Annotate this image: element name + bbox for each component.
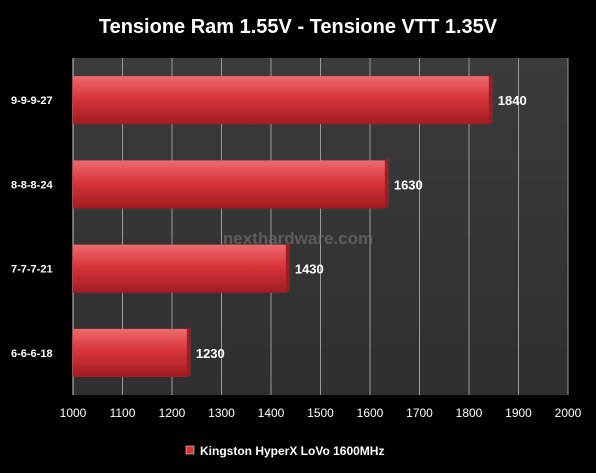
watermark: nexthardware.com [223, 229, 373, 248]
category-labels: 9-9-9-27 8-8-8-24 7-7-7-21 6-6-6-18 [11, 95, 53, 360]
category-label: 7-7-7-21 [11, 264, 53, 276]
x-tick-label: 1400 [258, 406, 285, 420]
x-tick-label: 1600 [357, 406, 384, 420]
x-tick-label: 1500 [307, 406, 334, 420]
bars [73, 74, 493, 377]
legend-label: Kingston HyperX LoVo 1600MHz [200, 444, 384, 458]
x-tick-label: 1300 [208, 406, 235, 420]
x-tick-label: 1700 [406, 406, 433, 420]
legend-swatch [185, 445, 195, 455]
x-tick-label: 1900 [505, 406, 532, 420]
x-tick-labels: 1000 1100 1200 1300 1400 1500 1600 1700 1800 1900… [60, 406, 582, 420]
data-labels: 1840 1630 1430 1230 [196, 93, 527, 361]
x-tick-label: 1100 [110, 406, 136, 420]
category-label: 6-6-6-18 [11, 348, 53, 360]
x-tick-label: 2000 [555, 406, 582, 420]
legend: Kingston HyperX LoVo 1600MHz [185, 444, 384, 458]
chart-title: Tensione Ram 1.55V - Tensione VTT 1.35V [99, 16, 498, 38]
data-label: 1230 [196, 346, 225, 361]
x-tick-label: 1000 [60, 406, 87, 420]
bar [73, 244, 286, 293]
x-tick-label: 1200 [159, 406, 186, 420]
bar [73, 76, 489, 125]
bar [73, 160, 385, 209]
data-label: 1630 [394, 177, 423, 192]
category-label: 8-8-8-24 [11, 179, 53, 191]
x-tick-label: 1800 [456, 406, 483, 420]
data-label: 1430 [295, 262, 324, 277]
category-label: 9-9-9-27 [11, 95, 53, 107]
data-label: 1840 [498, 93, 527, 108]
bar [73, 328, 187, 377]
